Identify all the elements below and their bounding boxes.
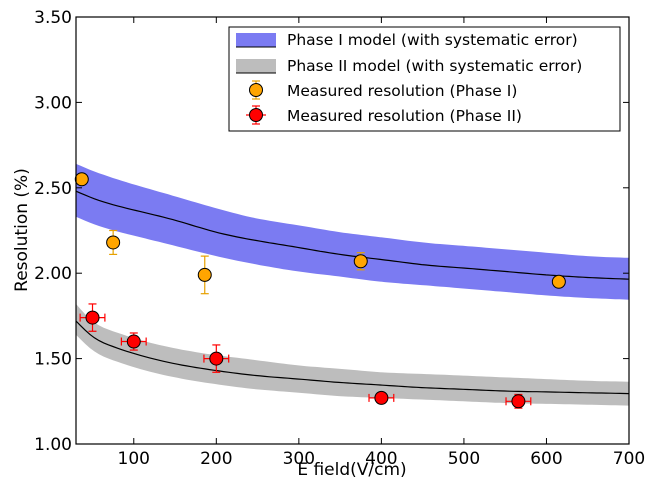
data-point-phase1 bbox=[551, 274, 566, 289]
marker bbox=[85, 310, 100, 325]
data-point-phase1 bbox=[197, 255, 212, 295]
y-tick-label: 2.50 bbox=[34, 179, 72, 199]
legend-frame bbox=[228, 26, 621, 132]
model-band-2 bbox=[76, 303, 629, 406]
plot-frame bbox=[75, 16, 630, 445]
x-tick-label: 700 bbox=[613, 449, 645, 469]
legend-marker-phase2 bbox=[246, 105, 266, 125]
model-curves bbox=[75, 190, 630, 395]
legend-label-phase1-measured: Measured resolution (Phase I) bbox=[287, 82, 517, 100]
marker bbox=[511, 394, 526, 409]
x-tick-label: 400 bbox=[365, 449, 397, 469]
axis-tick-labels: 100 200 300 400 500 600 700 1.00 1.50 2.00 2.50 3.0… bbox=[34, 8, 645, 469]
legend-label-phase2-measured: Measured resolution (Phase II) bbox=[287, 107, 522, 125]
y-axis-label: Resolution (%) bbox=[12, 168, 32, 292]
marker bbox=[106, 235, 121, 250]
model-bands bbox=[76, 163, 629, 406]
legend: Phase I model (with systematic error) Ph… bbox=[228, 26, 621, 132]
data-point-phase2 bbox=[79, 303, 106, 332]
data-point-phase2 bbox=[203, 344, 230, 373]
data-point-phase2 bbox=[120, 332, 147, 351]
legend-marker-phase1 bbox=[249, 80, 263, 100]
data-point-phase1 bbox=[106, 229, 121, 256]
y-tick-label: 3.50 bbox=[34, 8, 72, 28]
legend-swatch-phase1-model bbox=[236, 33, 276, 47]
model-band-1 bbox=[76, 163, 629, 300]
data-point-phase2 bbox=[368, 390, 395, 405]
x-tick-label: 100 bbox=[118, 449, 150, 469]
y-tick-label: 1.00 bbox=[34, 435, 72, 455]
axis-ticks bbox=[76, 16, 630, 445]
marker bbox=[197, 267, 212, 282]
y-tick-label: 2.00 bbox=[34, 264, 72, 284]
y-tick-label: 1.50 bbox=[34, 350, 72, 370]
marker bbox=[126, 334, 141, 349]
x-tick-label: 500 bbox=[448, 449, 480, 469]
model-curve-1 bbox=[75, 190, 630, 280]
data-point-phase2 bbox=[505, 393, 532, 409]
marker bbox=[353, 254, 368, 269]
data-point-phase1 bbox=[353, 252, 368, 271]
x-tick-label: 200 bbox=[200, 449, 232, 469]
marker bbox=[551, 274, 566, 289]
marker bbox=[374, 390, 389, 405]
marker bbox=[74, 172, 89, 187]
x-axis-label: E field(V/cm) bbox=[297, 460, 406, 480]
marker bbox=[209, 351, 224, 366]
x-tick-label: 600 bbox=[530, 449, 562, 469]
legend-label-phase2-model: Phase II model (with systematic error) bbox=[287, 57, 582, 75]
data-points bbox=[74, 172, 566, 409]
x-tick-label: 300 bbox=[283, 449, 315, 469]
model-curve-2 bbox=[75, 320, 630, 395]
y-tick-label: 3.00 bbox=[34, 93, 72, 113]
data-point-phase1 bbox=[74, 172, 89, 187]
legend-marker bbox=[249, 108, 263, 122]
legend-label-phase1-model: Phase I model (with systematic error) bbox=[287, 31, 578, 49]
legend-swatch-phase2-model bbox=[236, 59, 276, 73]
legend-marker bbox=[249, 83, 263, 97]
plot-area bbox=[74, 163, 630, 409]
